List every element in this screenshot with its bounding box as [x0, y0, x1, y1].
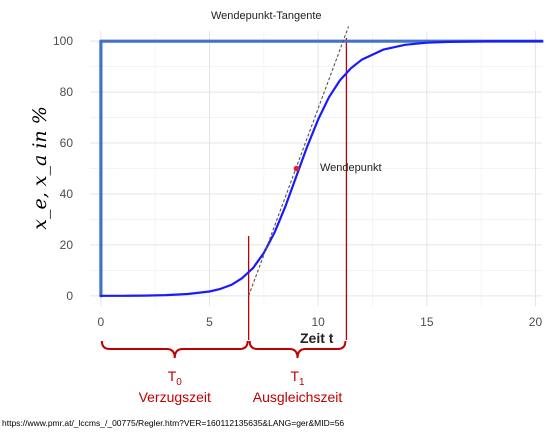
- inflection-group: [293, 165, 300, 172]
- y-axis-label: x_e, x_a in %: [29, 106, 51, 230]
- inflection-label: Wendepunkt: [320, 162, 382, 174]
- y-tick-label-80: 80: [60, 85, 74, 99]
- x-tick-label-20: 20: [529, 315, 543, 329]
- x-tick-label-0: 0: [98, 315, 105, 329]
- y-tick-labels: 0 20 40 60 80 100: [53, 34, 73, 303]
- y-tick-label-60: 60: [60, 136, 74, 150]
- x-axis-label: Zeit t: [300, 330, 334, 346]
- y-tick-label-0: 0: [66, 289, 73, 303]
- y-tick-label-20: 20: [60, 238, 74, 252]
- x-tick-label-15: 15: [420, 315, 434, 329]
- bracket-symbol-sub-1: 1: [299, 377, 305, 388]
- tangent-group: [248, 26, 350, 297]
- bracket-symbol-letter-0: T: [168, 368, 177, 384]
- x-tick-label-10: 10: [311, 315, 325, 329]
- bracket-symbol-0: T0: [168, 368, 183, 388]
- marker-lines: [247, 38, 348, 340]
- y-tick-label-100: 100: [53, 34, 73, 48]
- series-lines: [99, 39, 544, 298]
- bracket-0: [100, 340, 249, 359]
- tangent-line: [248, 26, 350, 297]
- x-tick-label-5: 5: [206, 315, 213, 329]
- inflection-point: [293, 165, 300, 172]
- bracket-symbol-letter-1: T: [290, 368, 299, 384]
- source-url: https://www.pmr.at/_lccms_/_00775/Regler…: [2, 418, 344, 428]
- series-line-input_step: [99, 39, 544, 298]
- y-tick-label-40: 40: [60, 187, 74, 201]
- series-line-output_response: [99, 40, 544, 297]
- bracket-caption-1: Ausgleichszeit: [253, 389, 343, 405]
- bracket-caption-0: Verzugszeit: [139, 389, 211, 405]
- grid: [90, 31, 542, 306]
- bracket-symbol-sub-0: 0: [176, 377, 182, 388]
- bracket-1: [248, 340, 347, 359]
- bracket-symbol-1: T1: [290, 368, 305, 388]
- tangent-label: Wendepunkt-Tangente: [211, 10, 322, 22]
- x-tick-labels: 0 5 10 15 20: [98, 315, 543, 329]
